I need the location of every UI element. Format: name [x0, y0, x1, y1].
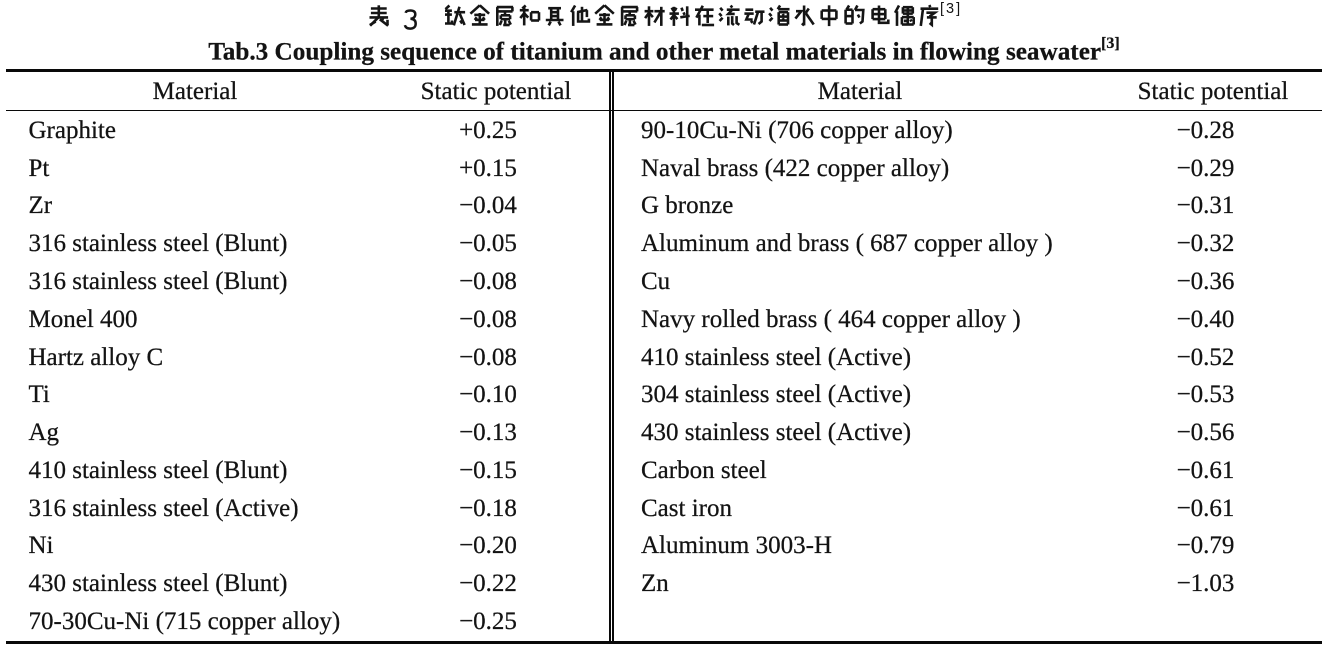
svg-text:[3]: [3]: [940, 1, 962, 17]
